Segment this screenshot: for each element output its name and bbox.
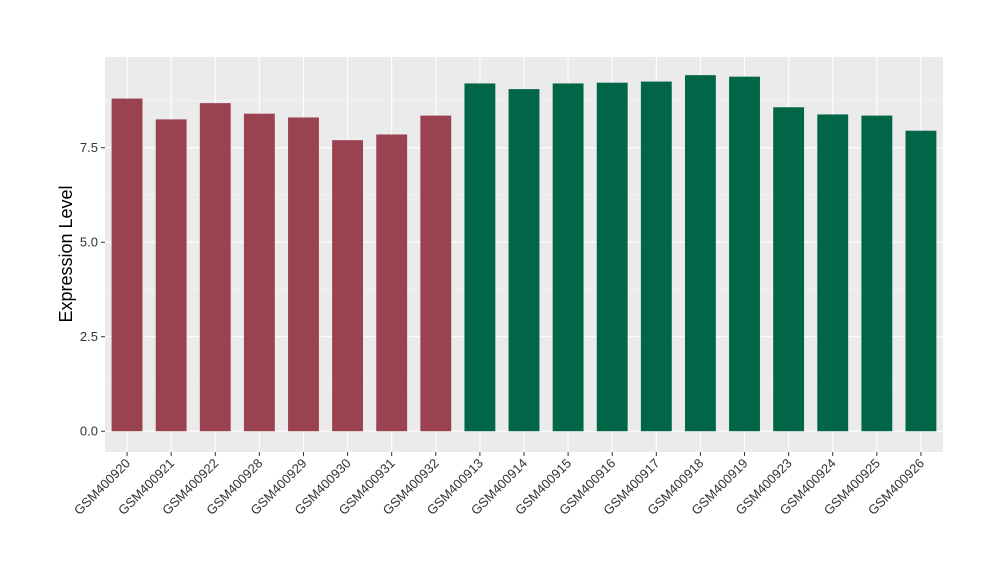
y-tick-label: 5.0 bbox=[80, 235, 98, 250]
y-axis-title: Expression Level bbox=[56, 185, 76, 322]
bar-GSM400923 bbox=[773, 107, 805, 432]
bar-GSM400924 bbox=[817, 114, 849, 432]
bars bbox=[111, 75, 937, 432]
bar-GSM400932 bbox=[420, 115, 452, 432]
y-axis: 0.0 2.5 5.0 7.5 bbox=[80, 140, 105, 439]
x-axis: GSM400920GSM400921GSM400922GSM400928GSM4… bbox=[71, 452, 927, 518]
y-tick-label: 0.0 bbox=[80, 424, 98, 439]
bar-GSM400928 bbox=[243, 113, 275, 432]
bar-GSM400919 bbox=[729, 76, 760, 432]
bar-GSM400931 bbox=[376, 134, 408, 432]
bar-GSM400913 bbox=[464, 83, 496, 432]
bar-GSM400914 bbox=[508, 89, 540, 432]
bar-GSM400921 bbox=[155, 119, 187, 432]
bar-GSM400926 bbox=[905, 130, 937, 432]
bar-GSM400925 bbox=[861, 115, 893, 432]
bar-GSM400916 bbox=[596, 82, 628, 432]
bar-GSM400920 bbox=[111, 98, 143, 432]
bar-GSM400930 bbox=[332, 140, 364, 432]
bar-GSM400915 bbox=[552, 83, 584, 432]
bar-GSM400918 bbox=[684, 75, 716, 432]
y-tick-label: 7.5 bbox=[80, 140, 98, 155]
bar-GSM400922 bbox=[199, 103, 231, 432]
bar-GSM400929 bbox=[288, 117, 319, 432]
bar-GSM400917 bbox=[640, 81, 672, 432]
y-tick-label: 2.5 bbox=[80, 329, 98, 344]
